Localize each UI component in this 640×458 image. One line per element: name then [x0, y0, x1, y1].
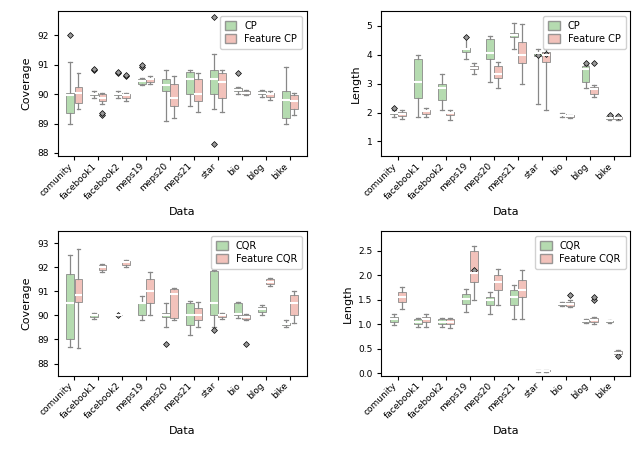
PathPatch shape — [518, 280, 525, 297]
PathPatch shape — [542, 52, 550, 62]
PathPatch shape — [75, 87, 83, 103]
PathPatch shape — [218, 73, 226, 98]
PathPatch shape — [210, 71, 218, 94]
Y-axis label: Length: Length — [351, 65, 361, 103]
Y-axis label: Coverage: Coverage — [22, 57, 31, 110]
PathPatch shape — [138, 302, 146, 316]
PathPatch shape — [210, 271, 218, 316]
PathPatch shape — [290, 95, 298, 109]
PathPatch shape — [67, 93, 74, 113]
Legend: CP, Feature CP: CP, Feature CP — [543, 16, 625, 49]
PathPatch shape — [566, 115, 573, 117]
PathPatch shape — [163, 313, 170, 316]
PathPatch shape — [290, 295, 298, 316]
PathPatch shape — [558, 114, 566, 115]
PathPatch shape — [170, 84, 178, 106]
PathPatch shape — [542, 370, 550, 371]
PathPatch shape — [494, 275, 502, 290]
PathPatch shape — [446, 319, 454, 324]
PathPatch shape — [75, 279, 83, 302]
Legend: CP, Feature CP: CP, Feature CP — [220, 16, 302, 49]
PathPatch shape — [186, 72, 194, 94]
PathPatch shape — [99, 94, 106, 101]
PathPatch shape — [446, 112, 454, 115]
PathPatch shape — [438, 84, 446, 99]
PathPatch shape — [414, 59, 422, 98]
Y-axis label: Length: Length — [342, 284, 353, 322]
PathPatch shape — [147, 78, 154, 82]
PathPatch shape — [582, 66, 589, 82]
PathPatch shape — [422, 317, 430, 322]
PathPatch shape — [266, 93, 274, 97]
PathPatch shape — [195, 308, 202, 320]
X-axis label: Data: Data — [169, 207, 195, 217]
PathPatch shape — [605, 321, 613, 322]
PathPatch shape — [470, 66, 478, 69]
PathPatch shape — [614, 351, 621, 354]
PathPatch shape — [470, 251, 478, 283]
PathPatch shape — [390, 112, 398, 114]
X-axis label: Data: Data — [493, 426, 519, 436]
PathPatch shape — [234, 88, 242, 91]
PathPatch shape — [258, 91, 266, 94]
Legend: CQR, Feature CQR: CQR, Feature CQR — [211, 236, 302, 268]
PathPatch shape — [186, 303, 194, 325]
PathPatch shape — [67, 274, 74, 339]
PathPatch shape — [582, 320, 589, 322]
PathPatch shape — [590, 318, 598, 322]
PathPatch shape — [282, 322, 290, 325]
PathPatch shape — [195, 79, 202, 101]
PathPatch shape — [218, 314, 226, 316]
PathPatch shape — [614, 117, 621, 119]
Y-axis label: Coverage: Coverage — [22, 277, 31, 330]
PathPatch shape — [438, 319, 446, 324]
PathPatch shape — [398, 112, 406, 116]
PathPatch shape — [90, 93, 98, 95]
PathPatch shape — [147, 279, 154, 303]
PathPatch shape — [170, 289, 178, 318]
PathPatch shape — [534, 370, 541, 371]
PathPatch shape — [115, 93, 122, 95]
Legend: CQR, Feature CQR: CQR, Feature CQR — [535, 236, 625, 268]
X-axis label: Data: Data — [169, 426, 195, 436]
PathPatch shape — [122, 261, 130, 265]
PathPatch shape — [138, 79, 146, 84]
PathPatch shape — [510, 33, 518, 38]
PathPatch shape — [558, 303, 566, 305]
PathPatch shape — [90, 314, 98, 316]
PathPatch shape — [398, 292, 406, 302]
PathPatch shape — [494, 66, 502, 78]
PathPatch shape — [590, 87, 598, 94]
X-axis label: Data: Data — [493, 207, 519, 217]
PathPatch shape — [242, 91, 250, 94]
PathPatch shape — [122, 94, 130, 98]
PathPatch shape — [605, 116, 613, 119]
PathPatch shape — [566, 302, 573, 305]
PathPatch shape — [163, 79, 170, 91]
PathPatch shape — [282, 91, 290, 118]
PathPatch shape — [462, 294, 470, 304]
PathPatch shape — [486, 297, 493, 305]
PathPatch shape — [486, 39, 493, 59]
PathPatch shape — [462, 48, 470, 52]
PathPatch shape — [99, 265, 106, 270]
PathPatch shape — [258, 307, 266, 312]
PathPatch shape — [234, 303, 242, 316]
PathPatch shape — [242, 316, 250, 319]
PathPatch shape — [266, 279, 274, 284]
PathPatch shape — [414, 319, 422, 324]
PathPatch shape — [390, 317, 398, 322]
PathPatch shape — [518, 42, 525, 64]
PathPatch shape — [422, 110, 430, 114]
PathPatch shape — [534, 52, 541, 56]
PathPatch shape — [510, 290, 518, 305]
